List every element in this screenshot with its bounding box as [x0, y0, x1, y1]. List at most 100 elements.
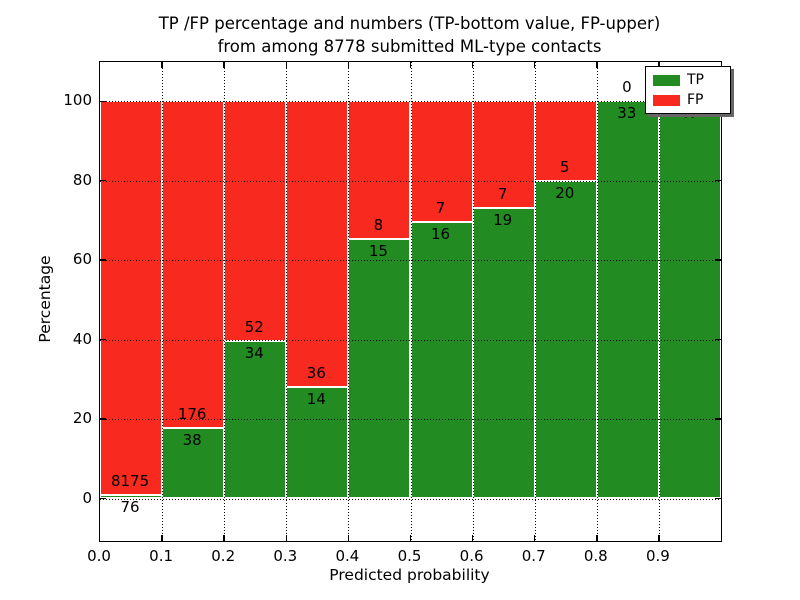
x-tick-mark: [223, 62, 225, 68]
x-tick-label: 0.8: [583, 547, 608, 565]
x-tick-label: 0.7: [521, 547, 546, 565]
y-tick-mark: [100, 100, 106, 103]
bar-segment-fp: [534, 101, 597, 181]
chart-title-line1: TP /FP percentage and numbers (TP-bottom…: [158, 14, 661, 33]
x-tick-mark: [533, 535, 536, 541]
y-tick-mark: [715, 179, 721, 182]
y-tick-label: 40: [72, 329, 92, 348]
x-tick-label: 0.4: [335, 547, 360, 565]
tp-count-label: 76: [120, 497, 140, 516]
x-tick-mark: [596, 62, 598, 68]
tp-count-label: 16: [431, 225, 451, 244]
x-tick-label: 0.0: [87, 547, 111, 565]
x-tick-mark: [347, 535, 350, 541]
bar-segment-tp: [162, 427, 225, 499]
y-tick-label: 20: [72, 409, 92, 428]
bar-segment-tp: [348, 239, 411, 499]
y-tick-label: 60: [72, 250, 92, 269]
gridline-vertical: [472, 62, 474, 541]
x-tick-mark: [285, 62, 288, 68]
tp-count-label: 38: [182, 430, 202, 449]
y-tick-label: 0: [82, 488, 92, 507]
fp-count-label: 36: [306, 364, 326, 383]
y-tick-label: 100: [63, 91, 92, 110]
fp-count-label: 8: [373, 216, 384, 235]
tp-count-label: 20: [555, 183, 575, 202]
legend-label-tp: TP: [687, 72, 704, 88]
gridline-vertical: [348, 62, 350, 541]
x-tick-mark: [471, 62, 474, 68]
fp-count-label: 52: [244, 318, 264, 337]
y-tick-mark: [100, 179, 106, 182]
gridline-vertical: [596, 62, 598, 541]
x-tick-mark: [347, 62, 350, 68]
bar-segment-tp: [100, 494, 163, 499]
x-tick-mark: [471, 535, 474, 541]
x-tick-mark: [285, 535, 288, 541]
fp-count-label: 7: [497, 185, 508, 204]
bar-segment-fp: [224, 101, 287, 342]
y-tick-mark: [100, 497, 106, 500]
fp-count-label: 0: [622, 78, 632, 97]
x-tick-mark: [533, 62, 536, 68]
bar-segment-tp: [596, 101, 659, 499]
gridline-vertical: [410, 62, 412, 541]
fp-swatch-icon: [653, 94, 680, 106]
x-tick-mark: [161, 535, 163, 541]
x-tick-mark: [658, 535, 660, 541]
y-tick-mark: [715, 497, 721, 500]
x-tick-label: 0.6: [459, 547, 484, 565]
bar-segment-fp: [162, 101, 225, 428]
bar-segment-tp: [410, 222, 473, 499]
x-tick-mark: [596, 535, 598, 541]
plot-area: [99, 61, 722, 542]
y-tick-mark: [100, 259, 106, 261]
tp-count-label: 34: [244, 344, 264, 363]
tp-count-label: 15: [368, 242, 388, 261]
bar-segment-fp: [286, 101, 349, 388]
gridline-vertical: [534, 62, 536, 541]
bar-segment-tp: [286, 387, 349, 499]
fp-count-label: 176: [177, 404, 207, 423]
y-tick-mark: [100, 418, 106, 420]
x-tick-mark: [223, 535, 225, 541]
x-tick-mark: [409, 62, 412, 68]
bar-segment-tp: [658, 101, 721, 499]
tp-count-label: 33: [617, 104, 637, 123]
legend: TP FP: [645, 66, 731, 114]
x-tick-mark: [161, 62, 163, 68]
x-tick-label: 0.9: [645, 547, 670, 565]
x-axis-label: Predicted probability: [329, 566, 490, 584]
y-tick-mark: [715, 418, 721, 420]
legend-label-fp: FP: [687, 92, 704, 108]
fp-count-label: 5: [559, 157, 570, 176]
bar-segment-fp: [472, 101, 535, 209]
y-tick-label: 80: [72, 170, 92, 189]
y-tick-mark: [715, 338, 721, 341]
gridline-vertical: [162, 62, 164, 541]
x-tick-label: 0.1: [149, 547, 174, 565]
bar-segment-fp: [100, 101, 163, 495]
x-tick-mark: [658, 62, 660, 68]
y-tick-mark: [715, 259, 721, 261]
bar-segment-tp: [472, 208, 535, 499]
x-tick-label: 0.3: [273, 547, 298, 565]
chart-title-line2: from among 8778 submitted ML-type contac…: [217, 37, 602, 56]
chart-title: TP /FP percentage and numbers (TP-bottom…: [99, 12, 720, 58]
fp-count-label: 7: [435, 199, 446, 218]
y-tick-mark: [100, 338, 106, 341]
bar-segment-fp: [348, 101, 411, 240]
tp-swatch-icon: [653, 74, 680, 86]
gridline-vertical: [224, 62, 226, 541]
x-tick-label: 0.2: [211, 547, 236, 565]
x-tick-mark: [409, 535, 412, 541]
gridline-vertical: [286, 62, 288, 541]
x-tick-label: 0.5: [397, 547, 422, 565]
tp-count-label: 19: [493, 211, 513, 230]
fp-count-label: 8175: [110, 471, 150, 490]
tp-count-label: 14: [306, 390, 326, 409]
gridline-vertical: [658, 62, 660, 541]
legend-item-tp: TP: [653, 73, 723, 87]
legend-item-fp: FP: [653, 93, 723, 107]
